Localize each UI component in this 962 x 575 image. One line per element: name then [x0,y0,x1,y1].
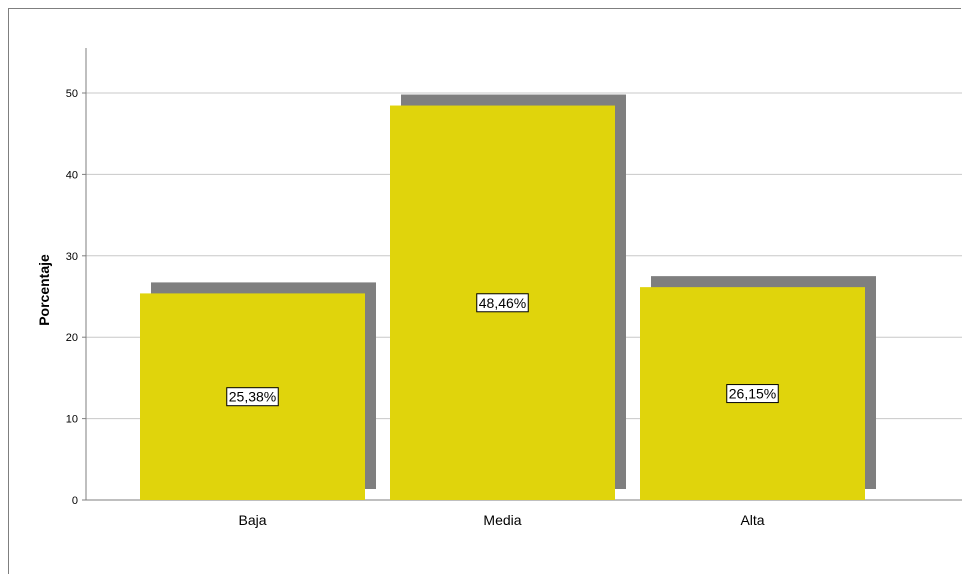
y-tick-label: 40 [66,169,78,181]
x-category-label: Media [483,512,521,528]
y-tick-label: 0 [72,495,78,507]
data-label: 48,46% [476,293,529,313]
y-axis-label: Porcentaje [36,254,52,326]
y-tick-label: 10 [66,414,78,426]
data-label-text: 26,15% [729,386,776,402]
y-tick-label: 50 [66,88,78,100]
data-label-text: 48,46% [479,295,526,311]
y-ticks: 0 10 20 30 40 50 [66,88,86,507]
data-label: 26,15% [726,384,779,404]
x-category-label: Baja [238,512,266,528]
data-labels: 25,38% 48,46% 26,15% [226,293,779,407]
data-label-box [476,293,529,313]
x-category-labels: Baja Media Alta [238,512,764,528]
y-tick-label: 20 [66,332,78,344]
data-label: 25,38% [226,387,279,407]
data-label-text: 25,38% [229,389,276,405]
bars [140,94,876,501]
data-label-box [226,387,279,407]
x-category-label: Alta [740,512,764,528]
y-tick-label: 30 [66,251,78,263]
data-label-box [726,384,779,404]
